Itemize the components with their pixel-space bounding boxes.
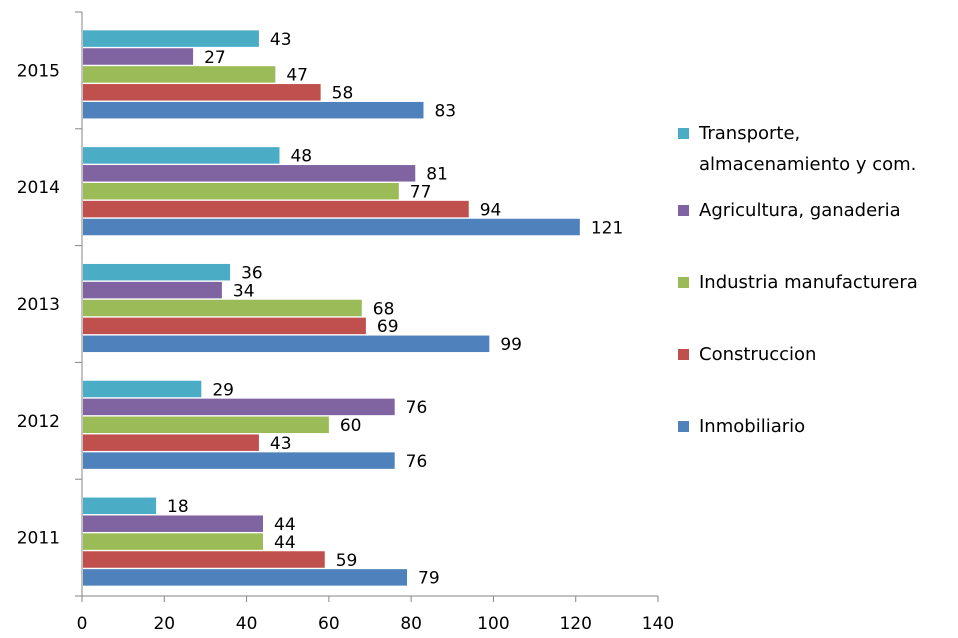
x-tick-label: 0 [77, 614, 88, 634]
bar-transporte-almacenamiento-y-com--2015 [83, 30, 259, 47]
data-label: 34 [233, 281, 255, 301]
y-category-label: 2012 [17, 412, 60, 432]
legend-label: Inmobiliario [699, 416, 805, 437]
bar-inmobiliario-2012 [83, 452, 395, 469]
data-label: 83 [434, 101, 456, 121]
legend-label: Construccion [699, 344, 816, 365]
data-label: 44 [274, 515, 296, 535]
data-label: 68 [373, 299, 395, 319]
data-label: 58 [332, 84, 354, 104]
data-label: 44 [274, 533, 296, 553]
bar-transporte-almacenamiento-y-com--2011 [83, 497, 157, 515]
x-tick-label: 100 [477, 614, 509, 634]
legend-label: Industria manufacturera [699, 272, 918, 293]
bar-agricultura-ganaderia-2011 [83, 515, 264, 532]
legend-swatch [678, 205, 689, 216]
bar-construccion-2011 [83, 551, 325, 568]
bar-transporte-almacenamiento-y-com--2014 [83, 147, 280, 164]
y-category-label: 2014 [17, 178, 60, 198]
legend-swatch [678, 277, 689, 288]
data-label: 43 [270, 434, 292, 454]
x-tick-label: 80 [400, 614, 422, 634]
x-tick-label: 60 [318, 614, 340, 634]
data-label: 36 [241, 263, 263, 283]
bar-inmobiliario-2011 [83, 569, 408, 586]
bar-transporte-almacenamiento-y-com--2012 [83, 380, 202, 398]
data-label: 121 [591, 218, 623, 238]
data-label: 60 [340, 416, 362, 436]
legend: Transporte, almacenamiento y com. Agricult… [678, 123, 918, 437]
bar-industria-manufacturera-2015 [83, 66, 276, 83]
y-category-label: 2015 [17, 61, 60, 81]
legend-swatch [678, 128, 689, 139]
data-label: 47 [286, 66, 308, 86]
bar-agricultura-ganaderia-2012 [83, 398, 395, 416]
bar-industria-manufacturera-2011 [83, 533, 264, 550]
data-label: 29 [212, 380, 234, 400]
bar-construccion-2012 [83, 434, 259, 451]
x-tick-label: 140 [642, 614, 674, 634]
bar-construccion-2015 [83, 84, 321, 101]
bar-agricultura-ganaderia-2014 [83, 165, 416, 182]
bar-construccion-2013 [83, 317, 366, 335]
data-label: 27 [204, 48, 226, 68]
y-category-label: 2011 [17, 529, 60, 549]
data-label: 94 [480, 200, 502, 220]
bar-inmobiliario-2014 [83, 218, 580, 236]
bar-industria-manufacturera-2013 [83, 299, 362, 317]
data-label: 69 [377, 317, 399, 337]
legend-swatch [678, 349, 689, 360]
data-label: 18 [167, 497, 189, 517]
bar-industria-manufacturera-2012 [83, 416, 329, 434]
y-category-label: 2013 [17, 295, 60, 315]
x-tick-label: 40 [236, 614, 258, 634]
legend-label: Transporte, [698, 123, 800, 144]
bar-transporte-almacenamiento-y-com--2013 [83, 263, 231, 281]
data-label: 81 [426, 165, 448, 185]
x-tick-label: 120 [559, 614, 591, 634]
data-label: 99 [500, 335, 522, 355]
bar-agricultura-ganaderia-2015 [83, 48, 194, 65]
data-label: 48 [290, 147, 312, 167]
bar-inmobiliario-2013 [83, 335, 490, 353]
bar-industria-manufacturera-2014 [83, 182, 399, 200]
bar-construccion-2014 [83, 200, 469, 218]
x-tick-label: 20 [153, 614, 175, 634]
data-label: 76 [406, 398, 428, 418]
data-label: 43 [270, 30, 292, 50]
data-label: 76 [406, 452, 428, 472]
data-label: 59 [336, 551, 358, 571]
legend-label: Agricultura, ganaderia [699, 200, 901, 221]
legend-label: almacenamiento y com. [699, 154, 916, 175]
bar-inmobiliario-2015 [83, 101, 424, 119]
data-label: 79 [418, 569, 440, 589]
data-label: 77 [410, 182, 432, 202]
bar-agricultura-ganaderia-2013 [83, 281, 222, 299]
legend-swatch [678, 421, 689, 432]
